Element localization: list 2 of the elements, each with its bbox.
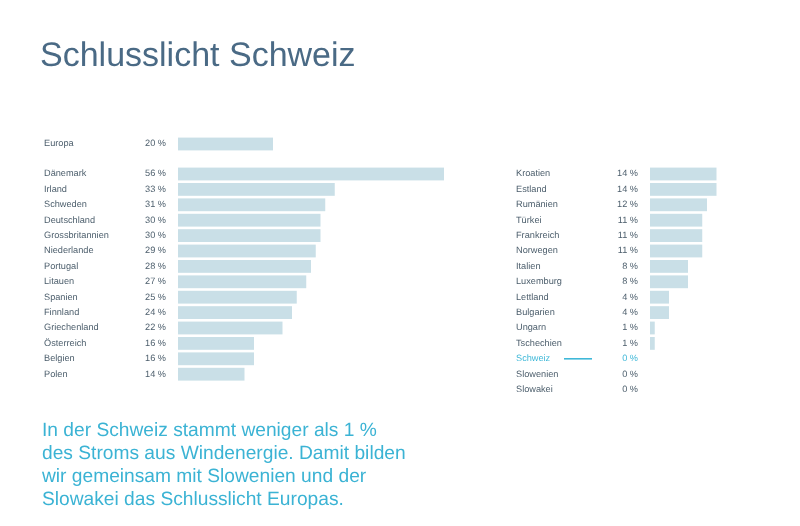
text: In der Schweiz stammt weniger als 1 % des Stroms aus Windenergie. Damit bilden wir gemeinsam mit Slowenien und der Slowakei das Schlusslicht Europas. (40, 420, 406, 511)
chart-title: Schlusslicht Schweiz (40, 36, 356, 74)
